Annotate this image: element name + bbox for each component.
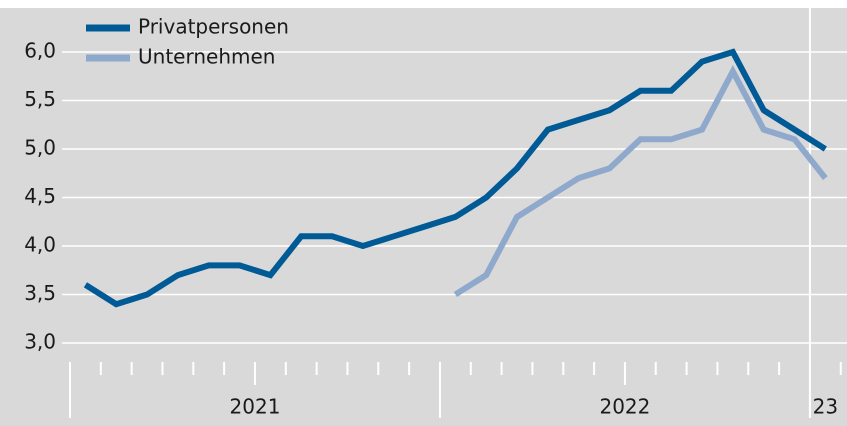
y-tick-label: 4,5 xyxy=(24,184,56,208)
legend-label: Privatpersonen xyxy=(138,15,289,39)
series-line xyxy=(83,48,827,308)
legend-label: Unternehmen xyxy=(138,45,275,69)
y-tick-label: 5,0 xyxy=(24,136,56,160)
y-tick-label: 4,0 xyxy=(24,233,56,257)
series-line xyxy=(453,64,828,298)
x-group-label: 2021 xyxy=(230,395,281,419)
y-tick-label: 3,5 xyxy=(24,281,56,305)
x-group-label: 2022 xyxy=(599,395,650,419)
plot-background xyxy=(0,8,847,426)
x-group-label: 23 xyxy=(813,395,838,419)
y-tick-label: 6,0 xyxy=(24,39,56,63)
y-tick-label: 3,0 xyxy=(24,330,56,354)
y-tick-label: 5,5 xyxy=(24,87,56,111)
